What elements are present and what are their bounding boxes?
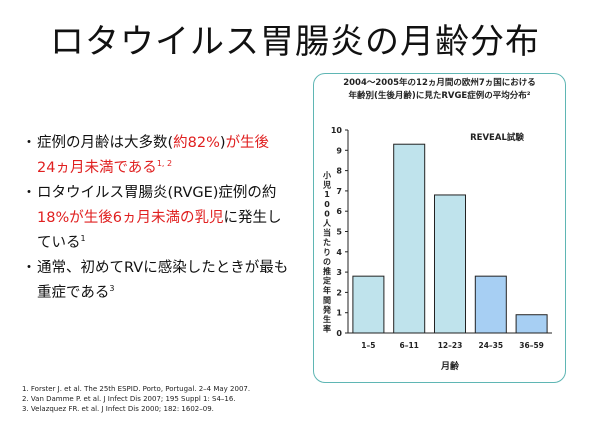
bullet-mark: ・: [22, 260, 36, 276]
highlight-text: が生後: [225, 135, 270, 151]
bullet-segment: ロタウイルス胃腸炎(RVGE)症例の約: [37, 185, 277, 201]
y-tick-label: 9: [336, 146, 342, 155]
bullet-item: ・通常、初めてRVに感染したときが最も 重症である3: [22, 256, 292, 306]
x-tick-label: 24–35: [478, 341, 503, 350]
y-tick-label: 3: [336, 268, 342, 277]
bullet-text: 症例の月齢は大多数(約82%)が生後 24ヵ月未満である1, 2: [37, 131, 269, 181]
bullet-line: ロタウイルス胃腸炎(RVGE)症例の約: [37, 181, 281, 206]
y-tick-label: 7: [336, 187, 342, 196]
reference-item: 3. Velazquez FR. et al. J Infect Dis 200…: [22, 405, 214, 413]
y-tick-label: 6: [336, 207, 342, 216]
bullet-segment: 3: [109, 284, 115, 293]
x-axis-label: 月齢: [440, 360, 460, 372]
x-tick-label: 1–5: [361, 341, 375, 350]
bullet-segment: ている: [37, 235, 81, 251]
y-tick-label: 0: [336, 329, 342, 338]
highlight-text: 24ヵ月未満である: [37, 160, 157, 176]
x-tick-label: 6–11: [399, 341, 418, 350]
y-tick-label: 8: [336, 167, 342, 176]
bar: [515, 314, 548, 334]
chart-title-line-1: 2004～2005年の12ヵ月間の欧州7ヵ国における: [343, 78, 536, 88]
chart-annotation: REVEAL試験: [470, 132, 524, 143]
y-tick-label: 10: [331, 126, 343, 135]
bar: [474, 275, 507, 334]
bullet-line: ている1: [37, 231, 281, 256]
highlight-text: 1, 2: [156, 159, 173, 168]
bullet-line: 24ヵ月未満である1, 2: [37, 156, 269, 181]
reference-item: 2. Van Damme P. et al. J Infect Dis 2007…: [22, 395, 236, 403]
highlight-text: 約82%: [173, 135, 220, 151]
bar: [433, 194, 467, 334]
bullet-item: ・症例の月齢は大多数(約82%)が生後 24ヵ月未満である1, 2: [22, 131, 292, 181]
bullet-line: 通常、初めてRVに感染したときが最も: [37, 256, 288, 281]
bullet-line: 重症である3: [37, 281, 288, 306]
y-tick-label: 5: [336, 228, 342, 237]
highlight-text: 18%が生後6ヵ月未満の乳児: [37, 210, 224, 226]
bar: [393, 143, 426, 334]
y-tick-label: 1: [336, 309, 342, 318]
x-tick-label: 36–59: [519, 341, 544, 350]
x-tick-label: 12–23: [438, 341, 463, 350]
y-tick-label: 4: [336, 248, 342, 257]
chart-title: 2004～2005年の12ヵ月間の欧州7ヵ国における 年齢別(生後月齢)に見たR…: [317, 77, 562, 103]
bullet-line: 症例の月齢は大多数(約82%)が生後: [37, 131, 269, 156]
y-axis-label: 小児 1 0 0 人当たりの推定年間発生率: [322, 170, 332, 334]
bullet-text: 通常、初めてRVに感染したときが最も 重症である3: [37, 256, 288, 306]
chart-title-line-2: 年齢別(生後月齢)に見たRVGE症例の平均分布²: [348, 91, 531, 101]
bar: [352, 275, 385, 334]
bullet-segment: に発生し: [223, 210, 282, 226]
reference-item: 1. Forster J. et al. The 25th ESPID. Por…: [22, 385, 251, 393]
bullet-list: ・症例の月齢は大多数(約82%)が生後 24ヵ月未満である1, 2 ・ロタウイルス胃…: [22, 131, 292, 306]
slide-title: ロタウイルス胃腸炎の月齢分布: [50, 22, 540, 62]
bullet-mark: ・: [22, 185, 36, 201]
bullet-item: ・ロタウイルス胃腸炎(RVGE)症例の約 18%が生後6ヵ月未満の乳児に発生し てい…: [22, 181, 292, 256]
y-tick-label: 2: [336, 288, 342, 297]
bullet-segment: 通常、初めてRVに感染したときが最も: [37, 260, 289, 276]
bullet-segment: 1: [80, 234, 86, 243]
references: 1. Forster J. et al. The 25th ESPID. Por…: [22, 384, 322, 414]
bullet-segment: 重症である: [37, 285, 110, 301]
bullet-text: ロタウイルス胃腸炎(RVGE)症例の約 18%が生後6ヵ月未満の乳児に発生し ている…: [37, 181, 281, 256]
bullet-segment: 症例の月齢は大多数(: [37, 135, 174, 151]
bullet-line: 18%が生後6ヵ月未満の乳児に発生し: [37, 206, 281, 231]
bullet-segment: ): [219, 135, 226, 151]
bullet-mark: ・: [22, 135, 36, 151]
